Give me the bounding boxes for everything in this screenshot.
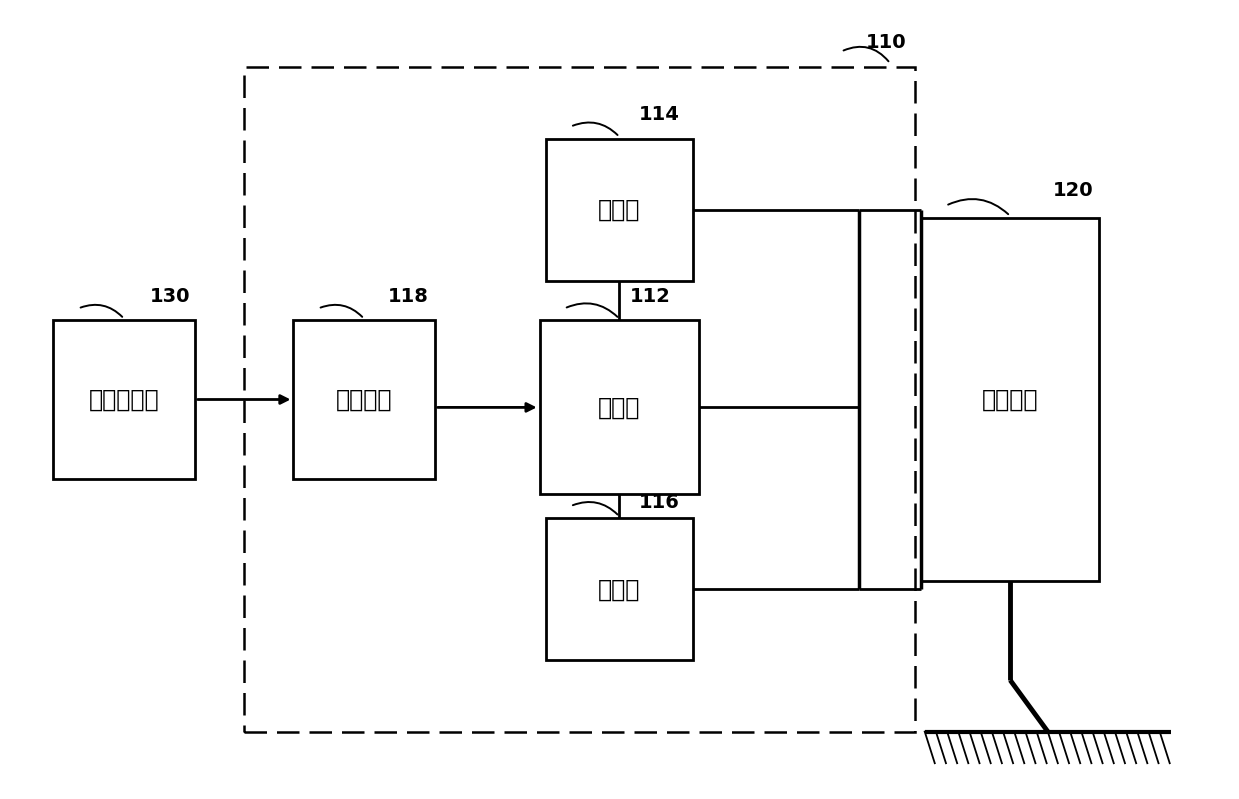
Text: 继电器: 继电器 bbox=[598, 577, 641, 602]
Text: 112: 112 bbox=[629, 287, 670, 306]
Bar bbox=[921, 217, 1099, 582]
Text: 计量器: 计量器 bbox=[598, 197, 641, 222]
Text: 116: 116 bbox=[639, 493, 680, 512]
Bar bbox=[294, 320, 435, 479]
Text: 118: 118 bbox=[388, 287, 429, 306]
Text: 114: 114 bbox=[639, 105, 680, 125]
Bar bbox=[545, 138, 694, 281]
Text: 通信模块: 通信模块 bbox=[336, 388, 393, 411]
Text: 120: 120 bbox=[1053, 181, 1093, 201]
Text: 待测路灯: 待测路灯 bbox=[983, 388, 1038, 411]
Bar bbox=[244, 67, 914, 732]
Text: 后台服务器: 后台服务器 bbox=[89, 388, 160, 411]
Text: 110: 110 bbox=[866, 33, 906, 52]
Bar bbox=[545, 518, 694, 661]
Bar bbox=[53, 320, 195, 479]
Text: 处理器: 处理器 bbox=[598, 396, 641, 419]
Bar bbox=[539, 320, 700, 495]
Text: 130: 130 bbox=[150, 287, 190, 306]
